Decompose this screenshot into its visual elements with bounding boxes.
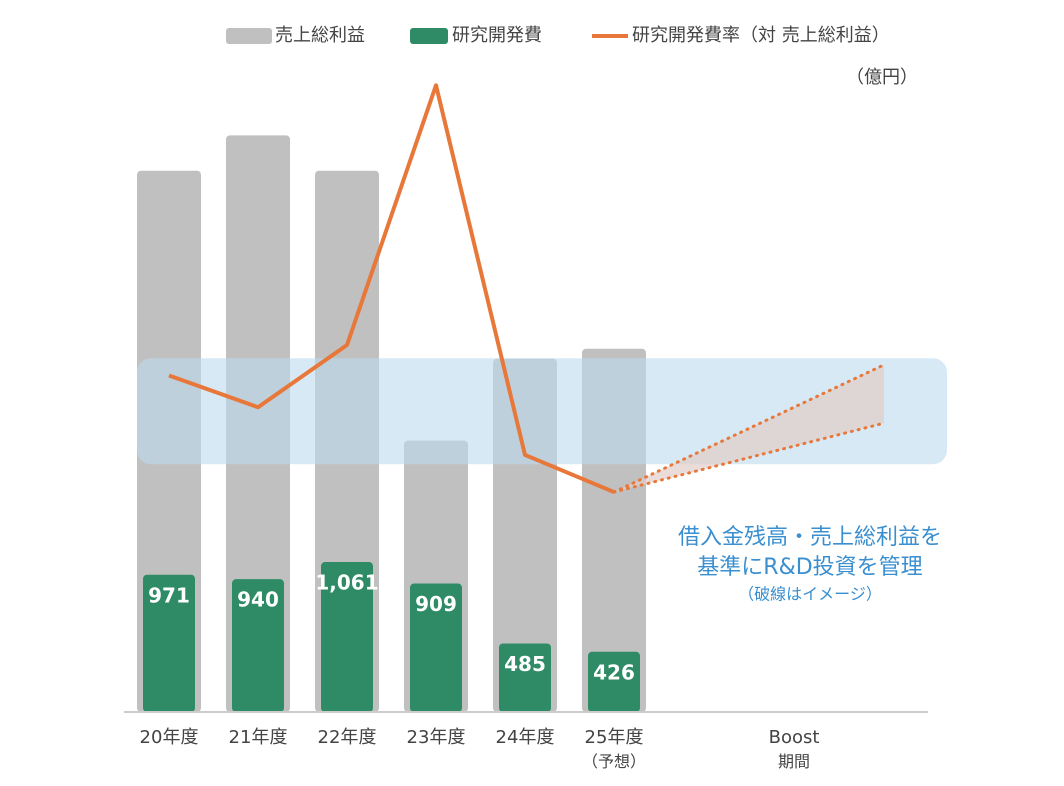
- data-label: 971: [148, 583, 190, 607]
- legend-label: 研究開発費率（対 売上総利益）: [632, 25, 890, 46]
- x-tick-label: 22年度: [318, 727, 377, 748]
- legend-swatch: [410, 28, 448, 44]
- x-tick-label-line: 25年度: [585, 727, 644, 748]
- x-tick-label: Boost 期間: [769, 727, 820, 771]
- data-label: 940: [237, 588, 279, 612]
- x-tick-label: 21年度: [229, 727, 288, 748]
- x-tick-label-line: Boost: [769, 727, 820, 748]
- x-tick-label: 24年度: [496, 727, 555, 748]
- rd-bar: [410, 583, 462, 712]
- x-tick-label-line: 23年度: [407, 727, 466, 748]
- legend-label: 研究開発費: [452, 25, 542, 46]
- data-label: 426: [593, 660, 635, 684]
- x-tick-label: 25年度 （予想）: [582, 727, 646, 771]
- rd-bar: [499, 643, 551, 712]
- rd-bar: [143, 574, 195, 712]
- ratio-line: [168, 83, 615, 494]
- x-tick-label: 23年度: [407, 727, 466, 748]
- boost-dotted-line: [612, 421, 886, 494]
- x-tick-label-line: （予想）: [582, 752, 646, 771]
- rd-bar: [232, 579, 284, 712]
- unit-label: （億円）: [846, 67, 918, 88]
- data-label: 909: [415, 592, 457, 616]
- data-label: 485: [504, 652, 546, 676]
- x-tick-label-line: 24年度: [496, 727, 555, 748]
- data-label: 1,061: [315, 571, 378, 595]
- x-tick-label-line: 21年度: [229, 727, 288, 748]
- x-tick-label: 20年度: [140, 727, 199, 748]
- legend-swatch: [226, 28, 272, 44]
- annotation: 基準にR&D投資を管理: [697, 555, 922, 580]
- x-tick-label-line: 期間: [778, 752, 810, 771]
- annotation: （破線はイメージ）: [738, 585, 882, 604]
- annotation: 借入金残高・売上総利益を: [678, 525, 942, 550]
- rd-bar: [588, 651, 640, 712]
- boost-dotted-line: [612, 363, 886, 494]
- rd-bar: [321, 562, 373, 712]
- x-tick-label-line: 20年度: [140, 727, 199, 748]
- x-tick-label-line: 22年度: [318, 727, 377, 748]
- legend-label: 売上総利益: [275, 25, 365, 46]
